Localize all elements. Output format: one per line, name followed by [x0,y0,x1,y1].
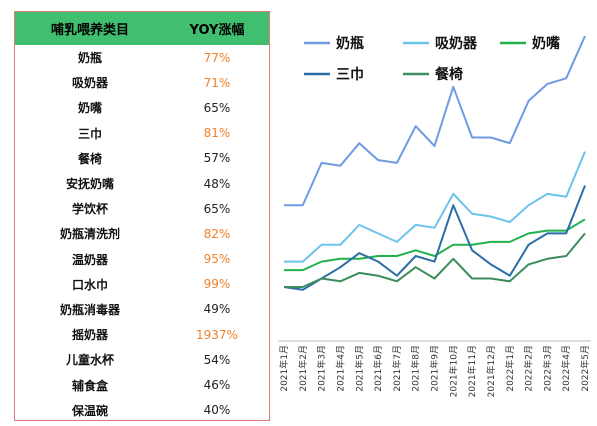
row-category: 摇奶器 [71,328,108,343]
series-line-2 [284,218,586,272]
series-line-3 [283,185,586,291]
series-line-0 [284,35,586,207]
x-tick-label: 2021年7月 [391,345,403,392]
yoy-table: 哺乳喂养类目 YOY涨幅 奶瓶 77% 吸奶器 71% 奶嘴 65% 三巾 81% 餐椅 57% 安… [14,11,270,421]
table-row: 口水巾 99% [15,272,269,297]
row-category: 保温碗 [71,403,108,418]
table-row: 奶嘴 65% [15,95,269,120]
row-category: 学饮杯 [71,202,108,217]
legend-label: 吸奶器 [435,35,478,52]
table-row: 安抚奶嘴 48% [15,171,269,196]
legend-label: 奶瓶 [336,35,364,52]
legend-label: 奶嘴 [532,35,560,52]
table-row: 吸奶器 71% [15,70,269,95]
row-yoy: 99% [203,277,231,292]
x-tick-label: 2021年11月 [466,345,478,397]
x-tick-label: 2021年10月 [447,345,459,397]
row-category: 餐椅 [77,151,102,166]
row-yoy: 82% [203,226,231,241]
x-tick-label: 2021年4月 [334,345,346,392]
x-tick-label: 2022年1月 [504,345,516,392]
x-tick-label: 2022年4月 [560,345,572,392]
row-yoy: 54% [203,352,231,367]
row-category: 儿童水杯 [65,353,114,368]
x-tick-label: 2021年6月 [372,345,384,392]
x-tick-label: 2022年2月 [523,345,535,392]
header-category: 哺乳喂养类目 [50,23,129,38]
series-line-1 [284,151,586,263]
x-tick-label: 2021年3月 [316,345,328,392]
x-tick-label: 2022年5月 [579,345,591,392]
table-row: 餐椅 57% [15,146,269,171]
table-row: 温奶器 95% [15,247,269,272]
x-tick-label: 2022年3月 [541,345,553,392]
table-row: 奶瓶清洗剂 82% [15,221,269,246]
legend-label: 餐椅 [434,66,463,83]
x-tick-label: 2021年12月 [485,345,497,397]
x-tick-label: 2021年9月 [429,345,441,392]
x-tick-label: 2021年8月 [410,345,422,392]
row-yoy: 1937% [196,327,238,342]
table-body: 奶瓶 77% 吸奶器 71% 奶嘴 65% 三巾 81% 餐椅 57% 安抚奶嘴 48% 学饮杯 65% 奶… [15,45,269,423]
row-yoy: 81% [203,126,231,141]
row-yoy: 71% [203,75,231,90]
row-category: 奶瓶 [77,51,102,66]
row-yoy: 95% [203,252,231,267]
table-row: 奶瓶 77% [15,45,269,70]
table-row: 儿童水杯 54% [15,347,269,372]
x-tick-label: 2021年1月 [278,345,290,392]
table-header: 哺乳喂养类目 YOY涨幅 [15,12,269,45]
header-yoy: YOY涨幅 [189,23,245,38]
row-yoy: 40% [203,403,231,418]
table-row: 辅食盒 46% [15,372,269,397]
row-yoy: 48% [203,176,231,191]
table-row: 摇奶器 1937% [15,322,269,347]
table-row: 保温碗 40% [15,398,269,423]
row-yoy: 46% [203,378,231,393]
row-category: 安抚奶嘴 [65,177,114,192]
row-category: 奶嘴 [77,101,102,116]
row-category: 三巾 [77,126,102,141]
x-tick-label: 2021年5月 [353,345,365,392]
row-yoy: 65% [203,201,231,216]
row-yoy: 77% [203,50,231,65]
row-category: 温奶器 [71,252,108,267]
row-category: 吸奶器 [71,76,108,91]
series-line-4 [284,232,586,288]
row-category: 奶瓶消毒器 [59,302,120,317]
row-yoy: 57% [203,151,231,166]
x-tick-label: 2021年2月 [297,345,309,392]
legend-label: 三巾 [336,66,364,83]
row-category: 奶瓶清洗剂 [59,227,120,242]
row-yoy: 49% [203,302,231,317]
table-row: 学饮杯 65% [15,196,269,221]
row-category: 口水巾 [71,277,108,292]
row-yoy: 65% [203,100,231,115]
row-category: 辅食盒 [71,378,108,393]
table-row: 三巾 81% [15,121,269,146]
table-row: 奶瓶消毒器 49% [15,297,269,322]
